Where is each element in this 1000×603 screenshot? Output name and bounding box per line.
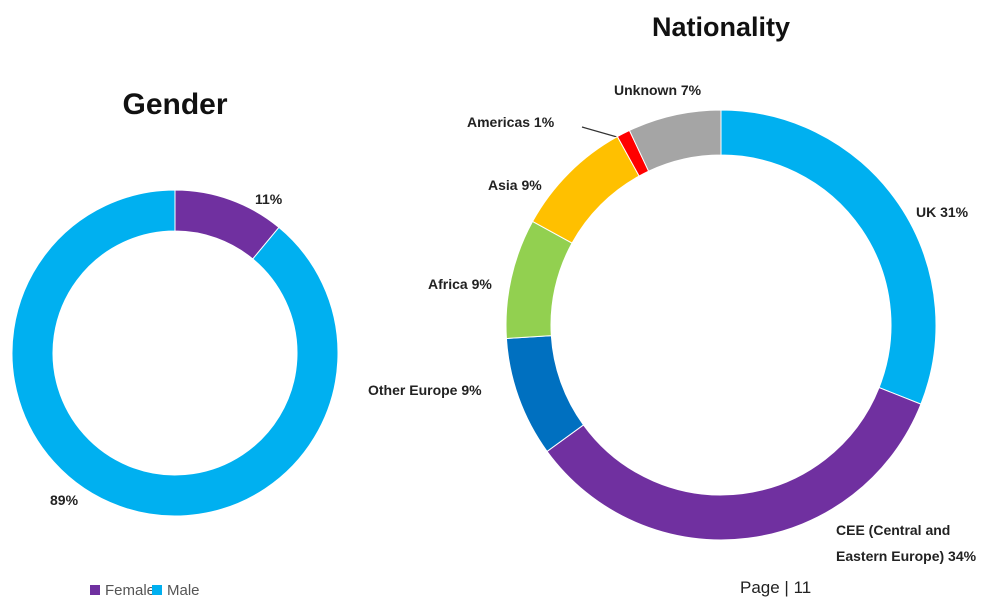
data-label: 89% — [50, 492, 79, 508]
donut-segment — [505, 220, 573, 340]
donut-segment — [628, 109, 722, 172]
chart-title: Nationality — [651, 12, 791, 42]
legend-label: Male — [167, 582, 200, 599]
legend-swatch — [90, 585, 100, 595]
legend-swatch — [152, 585, 162, 595]
legend-entry: Female — [90, 582, 155, 599]
data-label: CEE (Central and Eastern Europe) 34% — [836, 522, 977, 564]
legend-label: Female — [105, 582, 156, 599]
data-label: Americas 1% — [467, 114, 555, 130]
data-label: Unknown 7% — [614, 82, 702, 98]
donut-segment — [11, 189, 339, 517]
donut-segment — [531, 135, 640, 244]
legend-entry: Male — [152, 582, 200, 599]
data-label: UK 31% — [916, 204, 969, 220]
data-label: 11% — [255, 191, 283, 207]
data-label: Other Europe 9% — [368, 382, 482, 398]
data-label: Asia 9% — [488, 177, 542, 193]
donut-segment — [720, 109, 937, 405]
page-footer: Page | 11 — [740, 578, 812, 597]
data-label: Africa 9% — [428, 276, 492, 292]
chart-title: Gender — [122, 88, 228, 121]
